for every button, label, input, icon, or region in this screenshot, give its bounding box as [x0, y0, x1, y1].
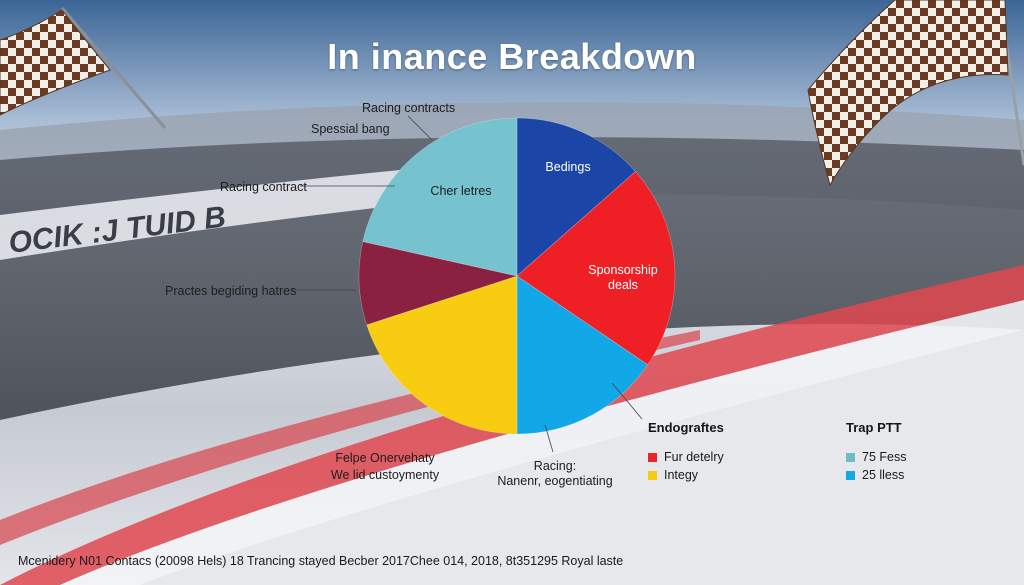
right-checkered-flag-icon	[807, 0, 1009, 187]
pie-slice-3	[516, 275, 649, 435]
pie-slice-4	[366, 275, 518, 435]
annotation-felpe-line1: Felpe Onervehaty	[335, 451, 435, 465]
legend-swatch	[648, 452, 657, 462]
left-flag-pole	[60, 7, 167, 129]
legend-title-trap-ptt: Trap PTT	[846, 420, 902, 435]
legend-item: Integy	[648, 468, 698, 482]
legend-label: 75 Fess	[862, 450, 907, 464]
track-banner	[0, 170, 400, 260]
legend-swatch	[846, 452, 855, 462]
legend-swatch	[846, 470, 855, 480]
slice-label-sponsorship: Sponsorship deals	[588, 263, 658, 292]
pie-slices	[358, 117, 676, 435]
legend-label: Integy	[664, 468, 699, 482]
annotation-racing-line2: Nanenr, eogentiating	[497, 474, 613, 488]
annotation-practice: Practes begiding hatres	[165, 284, 297, 298]
legend-item: 75 Fess	[846, 450, 906, 464]
pie-slice-6	[362, 117, 518, 277]
pie-slice-5	[358, 241, 519, 326]
legend-item: Fur detelry	[648, 450, 724, 464]
pie-slice-2	[516, 171, 676, 366]
chart-title: In inance Breakdown	[327, 36, 697, 77]
annotation-racing-contract: Racing contract	[220, 180, 307, 194]
annotation-racing-contracts: Racing contracts	[362, 101, 456, 115]
leader-lines	[292, 115, 643, 453]
legend-title-endograftes: Endograftes	[648, 420, 724, 435]
annotation-racing-line1: Racing:	[533, 459, 577, 473]
slice-label-bedings: Bedings	[545, 160, 591, 174]
legend-label: Fur detelry	[664, 450, 724, 464]
annotation-special-bang: Spessial bang	[311, 122, 390, 136]
legend-item: 25 lless	[846, 468, 904, 482]
annotation-felpe-line2: We lid custoymenty	[330, 468, 440, 482]
legend-label: 25 lless	[862, 468, 905, 482]
pie-slice-1	[516, 117, 636, 277]
legend-swatch	[648, 470, 657, 480]
runoff-area	[140, 330, 1024, 585]
left-checkered-flag-icon	[0, 9, 111, 116]
slice-label-cher-letres: Cher letres	[430, 184, 492, 198]
footer-caption: Mcenidery N01 Contacs (20098 Hels) 18 Tr…	[18, 554, 624, 568]
curb-white	[60, 300, 1024, 585]
